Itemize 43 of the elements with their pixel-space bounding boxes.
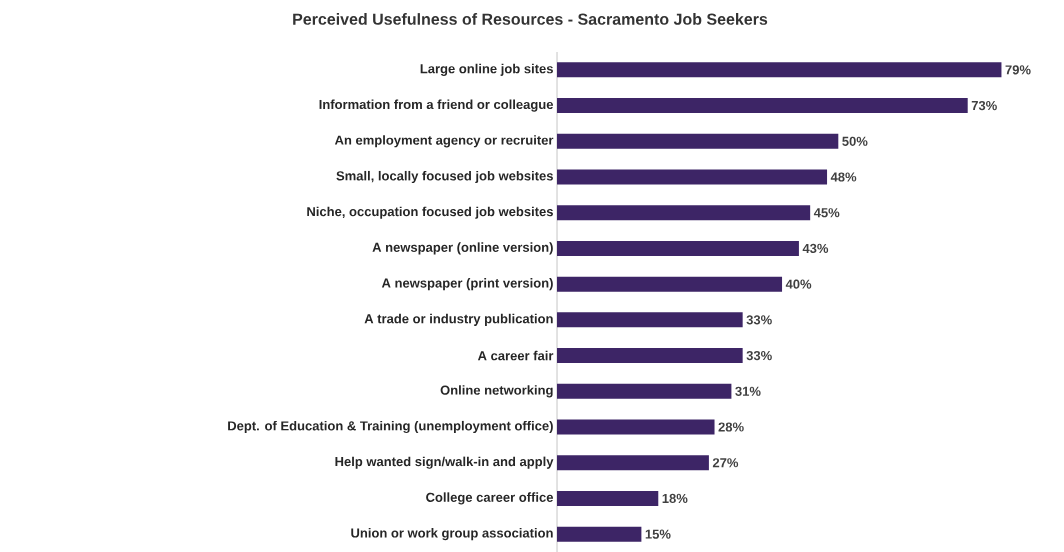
chart-title: Perceived Usefulness of Resources - Sacramento Job Seekers	[293, 13, 768, 25]
bar	[557, 240, 799, 256]
y-tick-label: Dept. of Education & Training (unemployment office)	[228, 420, 553, 434]
data-label: 45%	[813, 208, 840, 218]
data-label: 18%	[662, 493, 688, 504]
bar	[557, 419, 715, 435]
y-tick-label: Union or work group association	[351, 528, 553, 541]
y-tick-label: Large online job sites	[420, 63, 553, 76]
data-label: 48%	[830, 172, 857, 182]
data-label: 73%	[971, 100, 997, 111]
y-tick-label: A newspaper (print version)	[381, 278, 553, 291]
data-label: 28%	[718, 422, 744, 432]
data-label: 33%	[746, 315, 772, 325]
bar	[557, 205, 811, 221]
y-tick-label: A trade or industry publication	[364, 313, 553, 326]
data-label: 40%	[785, 279, 812, 289]
y-tick-label: Small, locally focused job websites	[336, 170, 553, 184]
y-tick-label: Information from a friend or colleague	[319, 99, 554, 112]
y-tick-label: An employment agency or recruiter	[334, 135, 554, 148]
bar	[557, 455, 709, 471]
bar	[557, 62, 1002, 78]
bar	[557, 98, 968, 114]
bar	[557, 348, 743, 364]
bar	[557, 169, 828, 185]
y-tick-label: College career office	[426, 492, 554, 505]
bar	[557, 490, 659, 506]
y-tick-label: A career fair	[477, 350, 554, 361]
data-label: 31%	[735, 386, 761, 396]
bar	[557, 526, 642, 542]
y-tick-label: A newspaper (online version)	[372, 242, 553, 255]
bar	[557, 383, 732, 399]
data-label: 15%	[645, 529, 671, 539]
data-label: 43%	[802, 243, 829, 254]
data-label: 50%	[842, 136, 868, 146]
y-tick-label: Help wanted sign/walk-in and apply	[335, 456, 554, 469]
data-label: 79%	[1005, 65, 1031, 75]
y-tick-label: Niche, occupation focused job websites	[307, 206, 553, 219]
data-label: 33%	[746, 350, 772, 361]
bar	[557, 276, 783, 292]
y-tick-label: Online networking	[440, 385, 553, 398]
bar	[557, 133, 839, 149]
bar	[557, 312, 743, 328]
data-label: 27%	[712, 458, 739, 468]
